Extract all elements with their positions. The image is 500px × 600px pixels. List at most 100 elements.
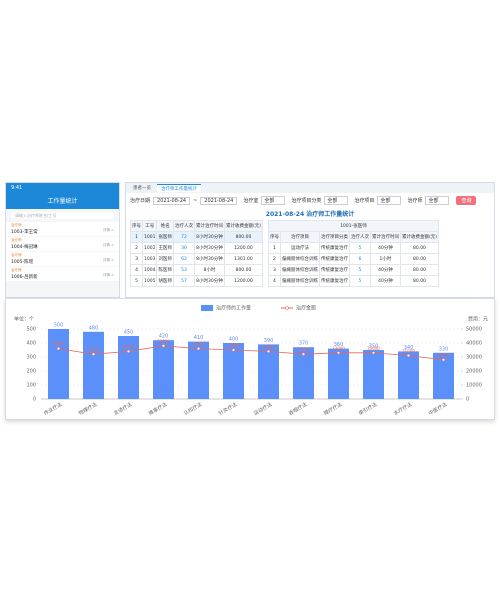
y2-tick-label: 20000: [466, 369, 482, 375]
table-row[interactable]: 2 偏瘫肢体综合训练 传统康复治疗 6 1小时 80.00: [267, 253, 439, 265]
item-role: 治疗师: [11, 238, 22, 242]
table-row[interactable]: 1 运动疗法 传统康复治疗 5 40分钟 80.00: [267, 242, 439, 254]
bar: [188, 341, 209, 399]
item-role: 治疗师: [11, 253, 22, 257]
filter-select[interactable]: 全部: [377, 196, 402, 205]
table-row[interactable]: 4 1004 陈医师 53 8小时 800.00: [130, 264, 263, 276]
table-cell: 3: [267, 264, 281, 276]
table-cell: 陈医师: [156, 264, 174, 276]
column-header: 治疗人次: [172, 220, 195, 232]
bar: [258, 344, 279, 399]
y2-tick-label: 40000: [466, 341, 482, 347]
line-value-label: 38000: [157, 339, 170, 344]
header-row: 序号 工号 姓名 治疗人次 累计治疗时间 累计收费金额(元): [130, 220, 263, 232]
line-point: [441, 358, 446, 362]
bar-value-label: 480: [89, 325, 99, 331]
list-item[interactable]: 治疗师 1003-李王常 详情 >: [6, 222, 119, 236]
bar-value-label: 400: [229, 337, 239, 343]
left-table-wrap: 序号 工号 姓名 治疗人次 累计治疗时间 累计收费金额(元) 1 1001 张医师 72 8小时30…: [130, 220, 263, 287]
column-header: 治疗项目分类: [318, 231, 350, 243]
x-tick-label: 运动疗法: [252, 401, 273, 417]
tab[interactable]: 患者一览: [133, 186, 151, 191]
list-item[interactable]: 治疗师 1004-梅冠琳 详情 >: [6, 237, 119, 251]
table-cell: 5: [348, 264, 371, 276]
filter-label: 治疗项目分类: [291, 198, 322, 204]
table-row[interactable]: 3 1003 刘医师 62 8小时30分钟 1301.00: [130, 253, 263, 265]
table-cell: 2: [267, 253, 281, 265]
y2-tick-label: 30000: [466, 355, 482, 361]
column-header: 累计治疗时间: [193, 220, 225, 232]
y-tick-label: 500: [26, 327, 36, 333]
table-row[interactable]: 1 1001 张医师 72 8小时30分钟 800.00: [130, 231, 263, 243]
bar-value-label: 500: [54, 323, 64, 329]
table-cell: 1200.00: [223, 242, 263, 254]
column-header: 累计治疗时间: [369, 231, 401, 243]
table-cell: 偏瘫肢体综合训练: [279, 264, 320, 276]
bar-value-label: 370: [299, 341, 309, 347]
list-item[interactable]: 治疗师 1006-吕新新 详情 >: [6, 267, 119, 281]
x-tick-label: 牵引疗法: [357, 401, 378, 417]
line-point: [371, 351, 376, 355]
filter-row: 治疗日期 2021-08-24 ~ 2021-08-24 治疗室 全部 治疗项目分类…: [126, 193, 494, 208]
list-item[interactable]: 治疗师 1005-陈瑶 详情 >: [6, 252, 119, 266]
item-action: 详情 >: [102, 273, 114, 277]
table-cell: 传统康复治疗: [318, 253, 350, 265]
table-cell: 2: [130, 242, 143, 254]
item-action: 详情 >: [102, 243, 114, 247]
table-cell: 3: [130, 253, 143, 265]
line-point: [231, 348, 236, 352]
table-cell: 72: [172, 231, 195, 243]
x-tick-label: 针灸疗法: [217, 401, 238, 417]
line-point: [406, 354, 411, 358]
filter-select[interactable]: 全部: [261, 196, 286, 205]
item-name: 1003-李王常: [11, 230, 38, 235]
y-tick-label: 200: [26, 369, 36, 375]
table-row[interactable]: 2 1002 王医师 30 8小时30分钟 1200.00: [130, 242, 263, 254]
tab[interactable]: 治疗师工作量统计: [157, 184, 201, 192]
table-row[interactable]: 5 1005 胡医师 57 8小时30分钟 1200.00: [130, 275, 263, 287]
table-cell: 80.00: [399, 275, 439, 287]
filter-select[interactable]: 全部: [425, 196, 450, 205]
y2-tick-label: 50000: [466, 327, 482, 333]
table-cell: 80.00: [399, 242, 439, 254]
item-name: 1006-吕新新: [11, 275, 38, 280]
filter-select[interactable]: 全部: [324, 196, 349, 205]
header-row: 序号 治疗项目 治疗项目分类 治疗人次 累计治疗时间 累计收费金额(元): [267, 231, 439, 243]
date-input[interactable]: 2021-08-24: [153, 196, 191, 205]
bar-value-label: 410: [194, 335, 204, 341]
bar: [293, 347, 314, 399]
date-separator: ~: [193, 197, 198, 204]
date-input[interactable]: 2021-08-24: [200, 196, 238, 205]
column-header: 治疗人次: [348, 231, 371, 243]
table-cell: 6: [348, 253, 371, 265]
line-value-label: 34000: [262, 344, 275, 349]
table-cell: 62: [172, 253, 195, 265]
data-table: 序号 工号 姓名 治疗人次 累计治疗时间 累计收费金额(元) 1 1001 张医师 72 8小时30…: [130, 220, 263, 287]
phone-list: 治疗师 1003-李王常 详情 > 治疗师 1004-梅冠琳 详情 > 治疗师 1005-陈瑶…: [6, 222, 119, 282]
line-value-label: 34000: [122, 344, 135, 349]
line-value-label: 32000: [87, 347, 100, 352]
filter-label: 治疗项目: [354, 198, 375, 204]
search-box[interactable]: 请输入治疗师姓名/工号: [11, 212, 114, 219]
table-cell: 传统康复治疗: [318, 264, 350, 276]
x-tick-label: 物理疗法: [77, 401, 98, 417]
table-cell: 80.00: [399, 264, 439, 276]
table-cell: 1200.00: [223, 275, 263, 287]
bar-value-label: 390: [264, 338, 274, 344]
table-cell: 1301.00: [223, 253, 263, 265]
table-cell: 5: [348, 275, 371, 287]
filter-label: 治疗室: [243, 198, 259, 204]
report-title: 2021-08-24 治疗师工作量统计: [265, 211, 355, 218]
line-value-label: 36000: [52, 342, 65, 347]
phone-screen: 9:41 工作量统计 请输入治疗师姓名/工号 治疗师 1003-李王常 详情 > 治疗…: [5, 182, 120, 298]
table-caption: 1001-张医师: [267, 220, 439, 232]
table-row[interactable]: 4 偏瘫肢体综合训练 传统康复治疗 5 40分钟 80.00: [267, 275, 439, 287]
table-cell: 800.00: [223, 231, 263, 243]
column-header: 治疗项目: [279, 231, 320, 243]
table-cell: 8小时: [193, 264, 225, 276]
filter-label: 治疗日期: [130, 198, 151, 204]
table-row[interactable]: 3 偏瘫肢体综合训练 传统康复治疗 5 40分钟 80.00: [267, 264, 439, 276]
line-value-label: 32000: [297, 347, 310, 352]
query-button[interactable]: 查询: [456, 196, 477, 205]
